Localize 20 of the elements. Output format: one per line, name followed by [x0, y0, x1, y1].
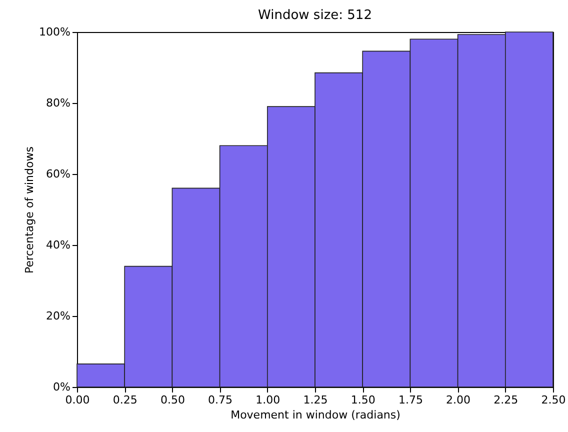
x-tick-label: 1.75: [398, 394, 423, 406]
y-tick-label: 100%: [39, 26, 70, 38]
x-tick-label: 0.00: [65, 394, 90, 406]
y-tick-label: 0%: [53, 380, 70, 394]
x-tick-label: 0.50: [160, 394, 185, 406]
x-tick-label: 1.50: [350, 394, 376, 406]
x-tick-label: 2.50: [541, 394, 566, 406]
y-tick-label: 40%: [46, 238, 70, 252]
x-tick-label: 1.25: [303, 394, 328, 406]
x-tick-label: 1.00: [256, 394, 280, 406]
chart-title: Window size: 512: [258, 8, 372, 23]
x-tick-label: 2.25: [494, 394, 518, 406]
x-axis-title: Movement in window (radians): [230, 408, 400, 422]
y-tick-label: 60%: [46, 168, 70, 180]
x-tick-label: 0.75: [208, 394, 233, 406]
y-axis-title: Percentage of windows: [23, 146, 36, 274]
y-tick-label: 80%: [46, 96, 70, 110]
x-tick-label: 0.25: [112, 394, 138, 406]
x-tick-label: 2.00: [446, 394, 471, 406]
y-tick-label: 20%: [46, 310, 70, 322]
